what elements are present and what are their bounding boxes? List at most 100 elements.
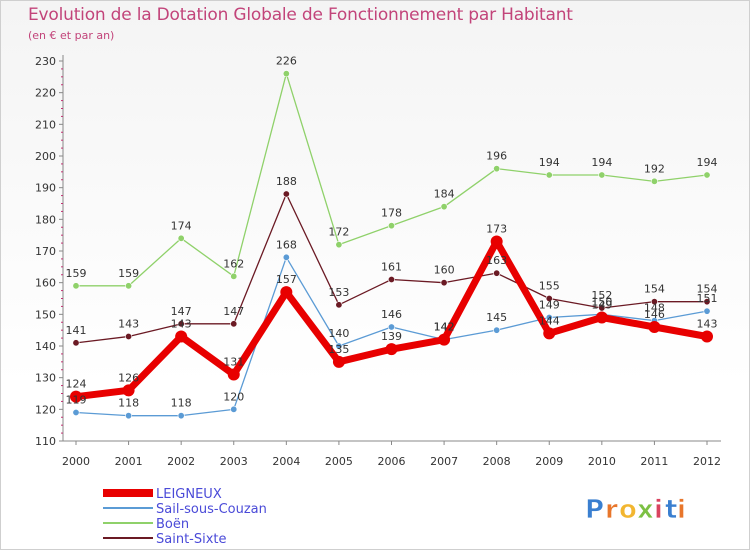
chart-title: Evolution de la Dotation Globale de Fonc… <box>28 5 573 25</box>
data-label: 119 <box>66 394 87 407</box>
logo-letter: o <box>619 495 637 525</box>
data-label: 153 <box>328 286 349 299</box>
x-tick-label: 2005 <box>325 455 353 468</box>
data-label: 162 <box>223 257 244 270</box>
data-point <box>335 241 343 249</box>
data-label: 154 <box>697 283 718 296</box>
series-saint-sixte <box>72 190 711 347</box>
data-label: 148 <box>644 302 665 315</box>
data-label: 135 <box>328 343 349 356</box>
data-label: 163 <box>486 254 507 267</box>
data-point <box>703 171 711 179</box>
data-label: 145 <box>486 311 507 324</box>
data-point <box>175 330 188 343</box>
data-label: 118 <box>118 397 139 410</box>
data-label: 159 <box>66 267 87 280</box>
data-point <box>387 275 395 283</box>
data-label: 142 <box>434 321 455 334</box>
data-label: 151 <box>697 292 718 305</box>
data-point <box>125 282 133 290</box>
data-label: 168 <box>276 238 297 251</box>
data-point <box>598 171 606 179</box>
x-tick-label: 2001 <box>115 455 143 468</box>
data-point <box>648 321 661 333</box>
data-label: 196 <box>486 150 507 163</box>
data-point <box>493 165 501 173</box>
series-bo-n <box>72 70 711 290</box>
legend-label: Boën <box>156 517 189 532</box>
logo-letter: i <box>677 495 686 525</box>
data-label: 131 <box>223 356 244 369</box>
data-label: 143 <box>118 318 139 331</box>
data-label: 120 <box>223 390 244 403</box>
data-point <box>545 294 553 302</box>
data-point <box>703 307 711 315</box>
x-tick-label: 2000 <box>62 455 90 468</box>
data-point <box>387 222 395 230</box>
chart-axes: 110 120 130 140 150 160 170 180 190 200 210 220 230 2… <box>35 55 721 468</box>
data-point <box>493 326 501 334</box>
data-point <box>227 368 240 381</box>
data-point <box>493 269 501 277</box>
data-point <box>332 355 345 368</box>
data-label: 174 <box>171 219 192 232</box>
logo-letter: x <box>637 495 654 525</box>
y-tick-label: 120 <box>35 403 56 416</box>
legend-label: Sail-sous-Couzan <box>156 502 267 517</box>
y-tick-label: 140 <box>35 340 56 353</box>
y-tick-label: 130 <box>35 372 56 385</box>
data-point <box>335 301 343 309</box>
x-tick-label: 2004 <box>272 455 300 468</box>
data-label: 155 <box>539 280 560 293</box>
data-point <box>543 327 556 340</box>
data-label: 194 <box>697 156 718 169</box>
data-point <box>701 330 713 343</box>
chart-subtitle: (en € et par an) <box>28 29 115 42</box>
data-point <box>177 234 185 242</box>
data-point <box>230 405 238 413</box>
data-label: 140 <box>328 327 349 340</box>
legend-label: Saint-Sixte <box>156 532 227 547</box>
data-point <box>438 333 451 346</box>
x-tick-label: 2011 <box>640 455 668 468</box>
data-label: 149 <box>539 299 560 312</box>
data-point <box>703 298 711 306</box>
data-point <box>595 311 608 324</box>
data-label: 188 <box>276 175 297 188</box>
data-label: 157 <box>276 273 297 286</box>
data-point <box>125 412 133 420</box>
data-point <box>72 408 80 416</box>
y-tick-label: 110 <box>35 435 56 448</box>
data-point <box>177 412 185 420</box>
data-label: 150 <box>591 295 612 308</box>
data-point <box>650 298 658 306</box>
data-point <box>385 343 398 356</box>
y-tick-label: 210 <box>35 118 56 131</box>
data-label: 139 <box>381 330 402 343</box>
data-label: 194 <box>591 156 612 169</box>
data-label: 143 <box>171 318 192 331</box>
data-point <box>440 203 448 211</box>
data-point <box>280 286 293 299</box>
x-tick-label: 2002 <box>167 455 195 468</box>
data-point <box>282 253 290 261</box>
data-label: 178 <box>381 207 402 220</box>
data-label: 146 <box>644 308 665 321</box>
data-point <box>125 332 133 340</box>
data-label: 173 <box>486 223 507 236</box>
data-label: 142 <box>434 321 455 334</box>
data-point <box>72 282 80 290</box>
data-labels-layer: 124 1261431311571351391421731441491461431… <box>66 55 718 410</box>
y-tick-label: 180 <box>35 213 56 226</box>
data-point <box>177 320 185 328</box>
y-tick-label: 170 <box>35 245 56 258</box>
logo-letter: t <box>665 495 677 525</box>
data-point <box>545 171 553 179</box>
series-layer <box>70 70 713 420</box>
data-label: 143 <box>697 318 718 331</box>
x-tick-label: 2008 <box>483 455 511 468</box>
data-label: 184 <box>434 188 455 201</box>
